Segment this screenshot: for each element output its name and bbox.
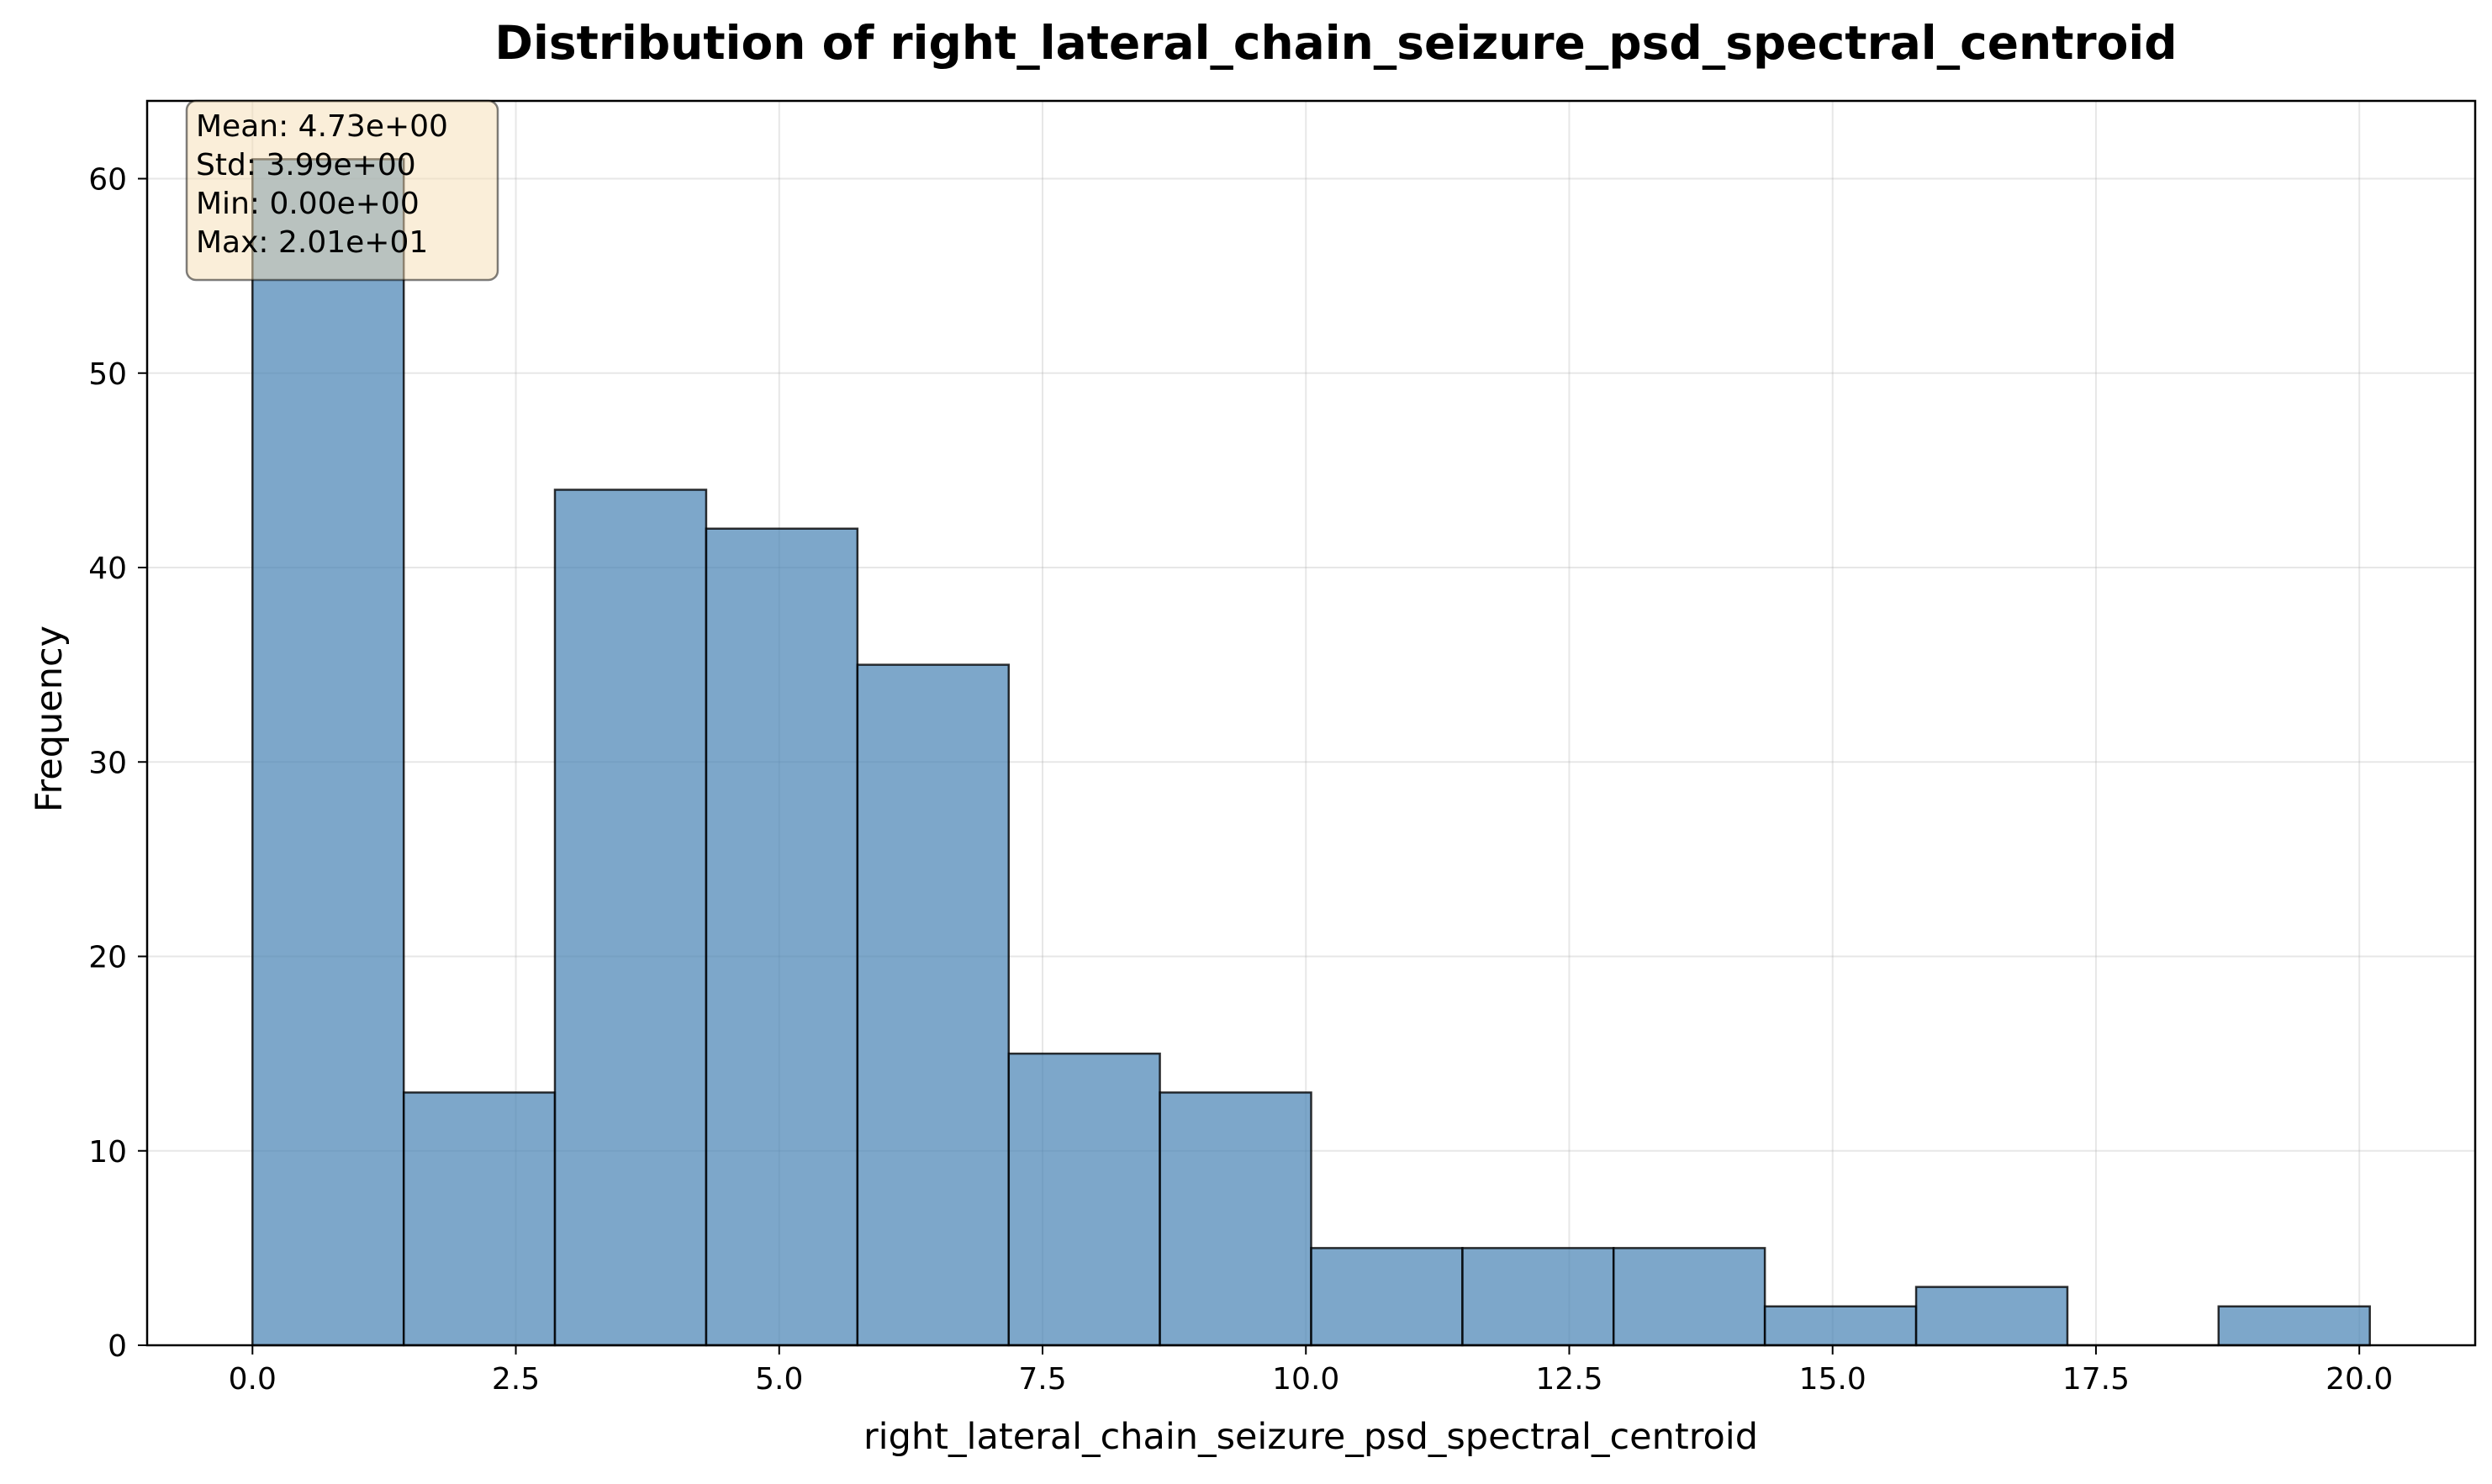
histogram-bar <box>1612 1247 1766 1347</box>
histogram-bar <box>251 158 405 1347</box>
histogram-bar <box>2217 1305 2371 1347</box>
histogram-bar <box>1914 1286 2069 1347</box>
y-tick-label: 60 <box>88 163 127 198</box>
histogram-bar <box>1461 1247 1615 1347</box>
histogram-bar <box>856 663 1011 1347</box>
histogram-bar <box>705 527 859 1347</box>
x-tick-label: 0.0 <box>229 1362 277 1397</box>
plot-area-frame <box>145 99 2477 1347</box>
stats-std: Std: 3.99e+00 <box>196 148 416 182</box>
stats-max: Max: 2.01e+01 <box>196 225 428 260</box>
stats-box-background <box>185 99 499 282</box>
x-tick-label: 2.5 <box>492 1362 540 1397</box>
stats-mean: Mean: 4.73e+00 <box>196 109 448 144</box>
x-tick-label: 10.0 <box>1272 1362 1339 1397</box>
y-axis-label: Frequency <box>29 626 71 812</box>
x-tick-label: 15.0 <box>1799 1362 1866 1397</box>
y-tick-label: 50 <box>88 357 127 392</box>
histogram-bar <box>1763 1305 1918 1347</box>
x-tick-label: 7.5 <box>1018 1362 1066 1397</box>
y-tick-label: 30 <box>88 746 127 780</box>
histogram-bar <box>553 489 708 1347</box>
y-tick-label: 20 <box>88 941 127 975</box>
chart-title: Distribution of right_lateral_chain_seiz… <box>494 16 2177 70</box>
histogram-bar <box>1159 1091 1312 1347</box>
y-tick-label: 10 <box>88 1135 127 1170</box>
stats-min: Min: 0.00e+00 <box>196 187 420 221</box>
y-tick-label: 40 <box>88 552 127 586</box>
y-tick-label: 0 <box>108 1329 127 1364</box>
x-axis-label: right_lateral_chain_seizure_psd_spectral… <box>863 1416 1758 1458</box>
x-axis-ticks: 0.0 2.5 5.0 7.5 10.0 12.5 15.0 17.5 20.0 <box>229 1345 2393 1397</box>
x-tick-label: 12.5 <box>1535 1362 1602 1397</box>
histogram-bar <box>1310 1247 1464 1347</box>
x-tick-label: 17.5 <box>2062 1362 2130 1397</box>
x-tick-label: 5.0 <box>755 1362 803 1397</box>
histogram-bar <box>402 1091 557 1347</box>
histogram-bar <box>1007 1052 1161 1347</box>
y-axis-ticks: 0 10 20 30 40 50 60 <box>88 163 147 1364</box>
x-tick-label: 20.0 <box>2326 1362 2393 1397</box>
stats-box: Mean: 4.73e+00 Std: 3.99e+00 Min: 0.00e+… <box>185 99 499 282</box>
